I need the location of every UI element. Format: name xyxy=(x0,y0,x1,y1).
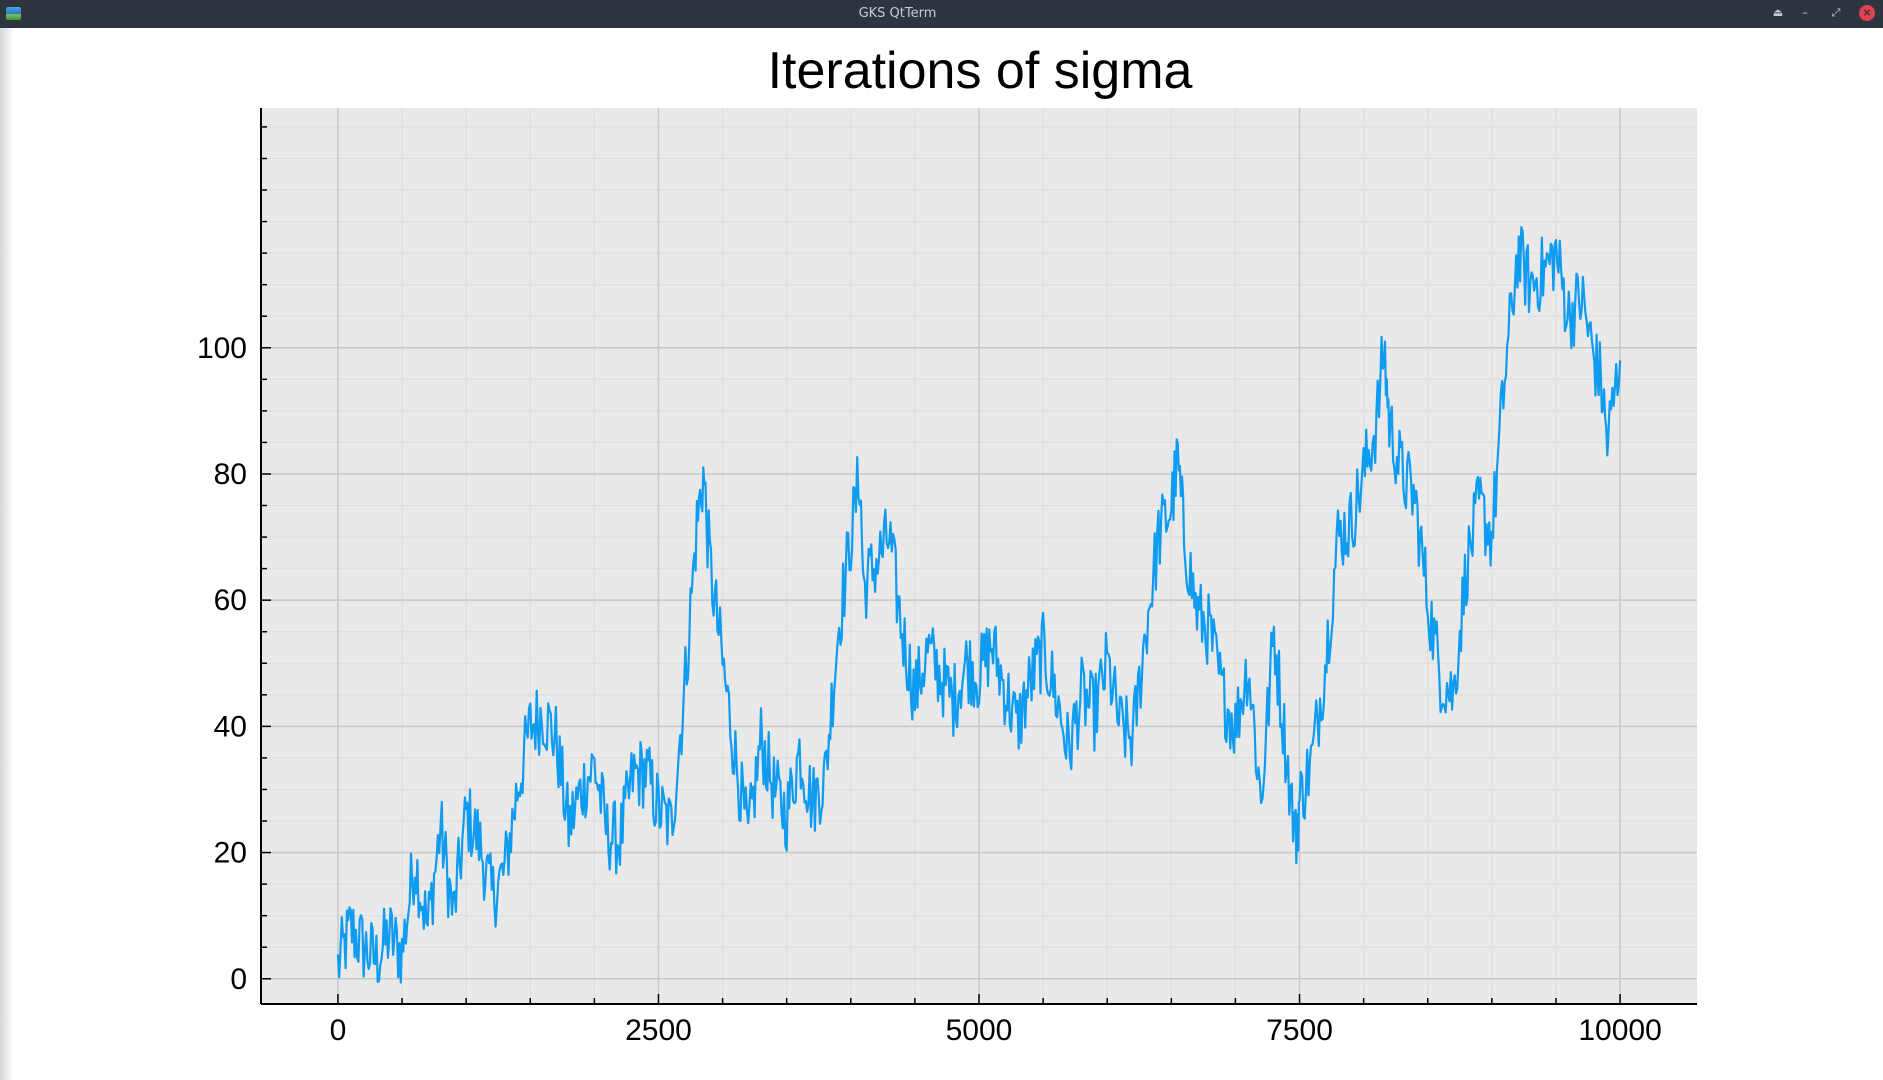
y-tick-label: 100 xyxy=(197,332,247,365)
close-icon[interactable]: × xyxy=(1859,5,1875,21)
y-tick-label: 0 xyxy=(230,963,247,996)
shade-icon[interactable]: ⏏ xyxy=(1772,6,1784,19)
x-tick-label: 10000 xyxy=(1578,1014,1661,1047)
line-chart: Iterations of sigma 0 2500 5000 7500 10000 0 2… xyxy=(197,42,1697,1047)
y-tick-label: 60 xyxy=(214,584,247,617)
x-tick-label: 5000 xyxy=(946,1014,1013,1047)
y-tick-label: 80 xyxy=(214,458,247,491)
x-tick-label: 7500 xyxy=(1266,1014,1333,1047)
sigma-trace-line xyxy=(336,226,1622,984)
tick-labels: 0 2500 5000 7500 10000 0 20 40 60 80 100 xyxy=(197,332,1662,1047)
window-title: GKS QtTerm xyxy=(858,6,937,21)
minimize-icon[interactable]: – xyxy=(1802,6,1808,19)
window-edge xyxy=(0,28,14,1080)
y-tick-label: 40 xyxy=(214,710,247,743)
series-layer xyxy=(336,226,1622,984)
chart-title: Iterations of sigma xyxy=(768,42,1193,100)
maximize-icon[interactable]: ⤢ xyxy=(1831,6,1841,19)
x-tick-label: 2500 xyxy=(625,1014,692,1047)
grid xyxy=(261,108,1697,1004)
app-icon xyxy=(6,7,21,20)
x-tick-label: 0 xyxy=(330,1014,347,1047)
y-tick-label: 20 xyxy=(214,837,247,870)
title-bar: GKS QtTerm ⏏ – ⤢ × xyxy=(0,0,1883,28)
axes xyxy=(260,108,1697,1005)
